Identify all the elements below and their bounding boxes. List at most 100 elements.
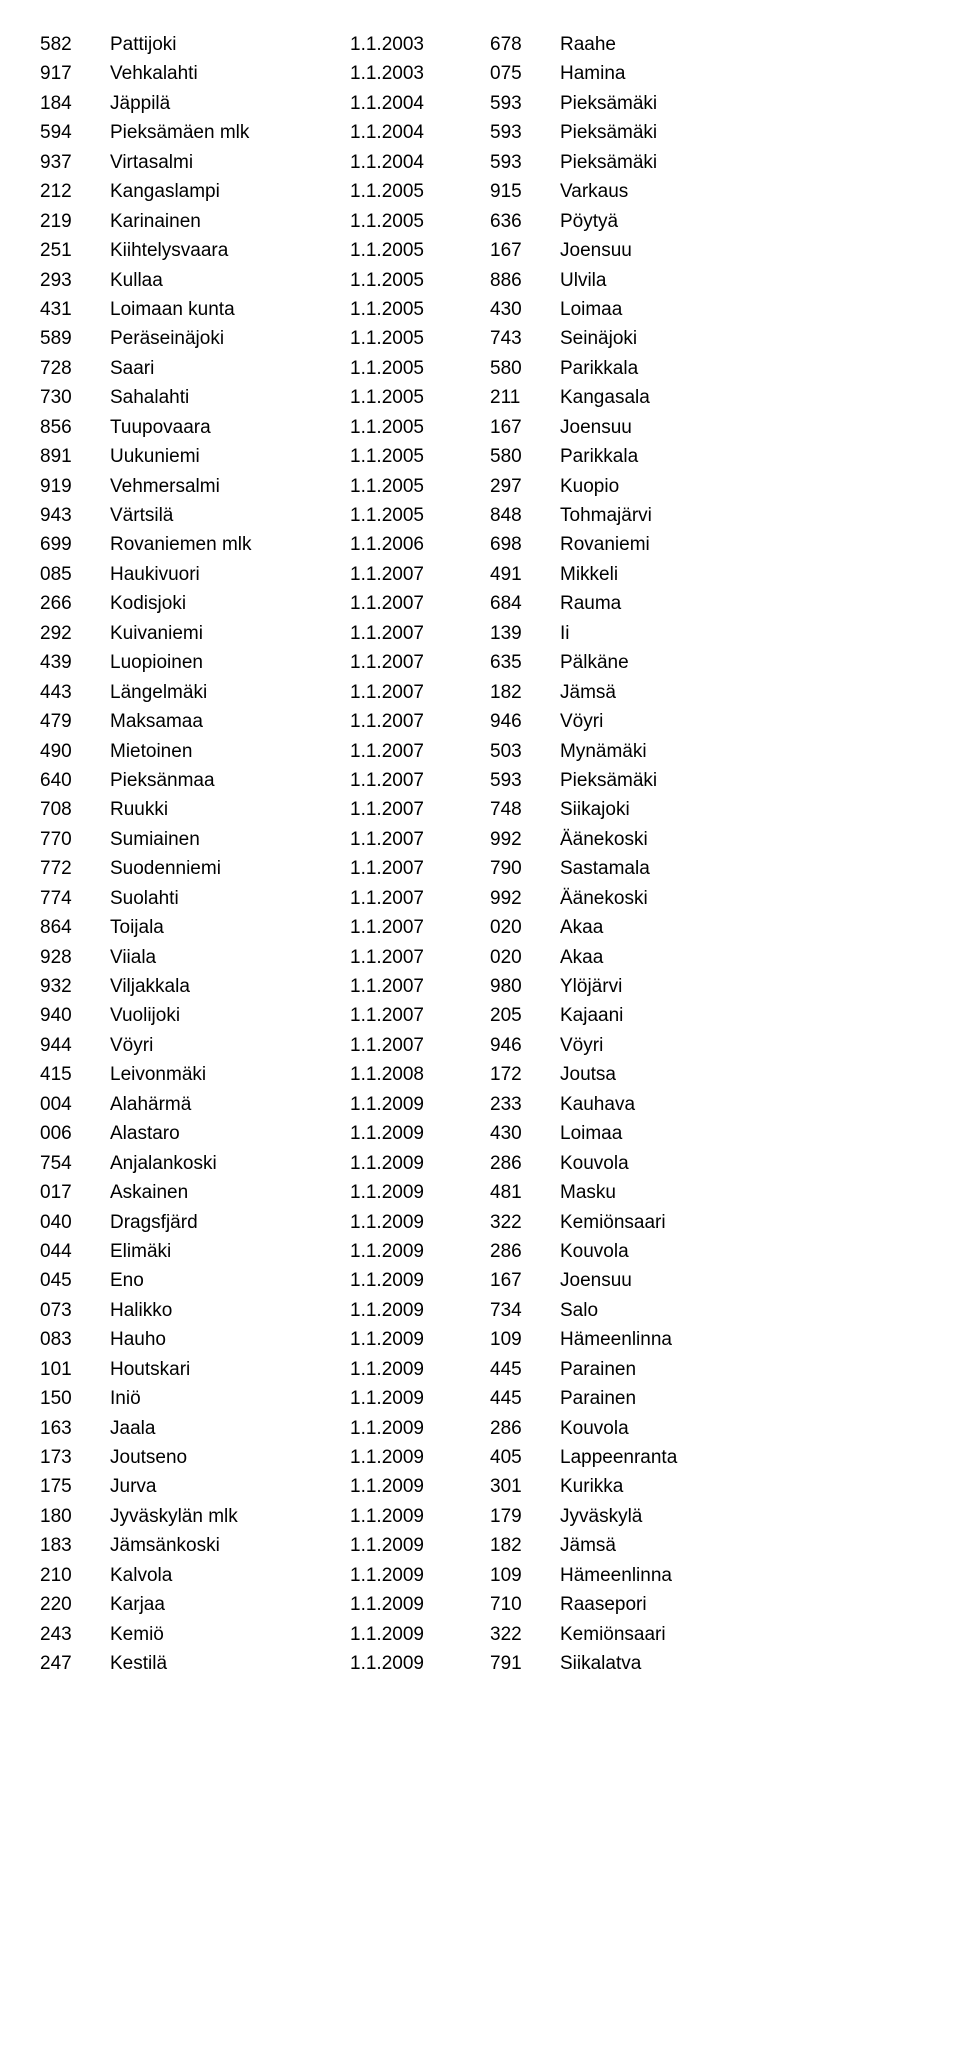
cell-c1: 210 bbox=[40, 1561, 110, 1590]
cell-c4: 790 bbox=[490, 854, 560, 883]
cell-c1: 774 bbox=[40, 884, 110, 913]
cell-c2: Suolahti bbox=[110, 884, 350, 913]
cell-c2: Kodisjoki bbox=[110, 589, 350, 618]
cell-c3: 1.1.2007 bbox=[350, 648, 490, 677]
cell-c5: Joensuu bbox=[560, 413, 920, 442]
cell-c2: Karjaa bbox=[110, 1590, 350, 1619]
cell-c1: 220 bbox=[40, 1590, 110, 1619]
cell-c4: 734 bbox=[490, 1296, 560, 1325]
cell-c5: Joensuu bbox=[560, 236, 920, 265]
table-row: 163Jaala1.1.2009286Kouvola bbox=[40, 1414, 920, 1443]
cell-c4: 297 bbox=[490, 472, 560, 501]
cell-c1: 163 bbox=[40, 1414, 110, 1443]
cell-c5: Siikajoki bbox=[560, 795, 920, 824]
cell-c3: 1.1.2009 bbox=[350, 1384, 490, 1413]
cell-c5: Kangasala bbox=[560, 383, 920, 412]
cell-c2: Karinainen bbox=[110, 207, 350, 236]
cell-c4: 172 bbox=[490, 1060, 560, 1089]
table-row: 083Hauho1.1.2009109Hämeenlinna bbox=[40, 1325, 920, 1354]
cell-c1: 728 bbox=[40, 354, 110, 383]
cell-c3: 1.1.2005 bbox=[350, 236, 490, 265]
cell-c1: 247 bbox=[40, 1649, 110, 1678]
cell-c5: Kajaani bbox=[560, 1001, 920, 1030]
cell-c5: Lappeenranta bbox=[560, 1443, 920, 1472]
cell-c5: Vöyri bbox=[560, 707, 920, 736]
table-row: 210Kalvola1.1.2009109Hämeenlinna bbox=[40, 1561, 920, 1590]
table-row: 243Kemiö1.1.2009322Kemiönsaari bbox=[40, 1620, 920, 1649]
cell-c4: 748 bbox=[490, 795, 560, 824]
table-row: 856Tuupovaara1.1.2005167Joensuu bbox=[40, 413, 920, 442]
cell-c1: 004 bbox=[40, 1090, 110, 1119]
cell-c2: Elimäki bbox=[110, 1237, 350, 1266]
cell-c5: Kuopio bbox=[560, 472, 920, 501]
cell-c2: Jyväskylän mlk bbox=[110, 1502, 350, 1531]
cell-c1: 490 bbox=[40, 737, 110, 766]
cell-c4: 636 bbox=[490, 207, 560, 236]
cell-c3: 1.1.2009 bbox=[350, 1414, 490, 1443]
table-row: 443Längelmäki1.1.2007182Jämsä bbox=[40, 678, 920, 707]
cell-c3: 1.1.2003 bbox=[350, 30, 490, 59]
cell-c1: 040 bbox=[40, 1208, 110, 1237]
cell-c2: Rovaniemen mlk bbox=[110, 530, 350, 559]
table-row: 699Rovaniemen mlk1.1.2006698Rovaniemi bbox=[40, 530, 920, 559]
table-row: 864Toijala1.1.2007020Akaa bbox=[40, 913, 920, 942]
cell-c1: 101 bbox=[40, 1355, 110, 1384]
cell-c2: Kuivaniemi bbox=[110, 619, 350, 648]
cell-c5: Äänekoski bbox=[560, 884, 920, 913]
cell-c1: 017 bbox=[40, 1178, 110, 1207]
table-row: 219Karinainen1.1.2005636Pöytyä bbox=[40, 207, 920, 236]
cell-c3: 1.1.2009 bbox=[350, 1620, 490, 1649]
cell-c5: Pöytyä bbox=[560, 207, 920, 236]
cell-c2: Kangaslampi bbox=[110, 177, 350, 206]
cell-c3: 1.1.2005 bbox=[350, 472, 490, 501]
cell-c3: 1.1.2008 bbox=[350, 1060, 490, 1089]
cell-c5: Jyväskylä bbox=[560, 1502, 920, 1531]
cell-c1: 443 bbox=[40, 678, 110, 707]
cell-c5: Ulvila bbox=[560, 266, 920, 295]
cell-c1: 770 bbox=[40, 825, 110, 854]
cell-c2: Hauho bbox=[110, 1325, 350, 1354]
table-row: 891Uukuniemi1.1.2005580Parikkala bbox=[40, 442, 920, 471]
cell-c2: Pattijoki bbox=[110, 30, 350, 59]
cell-c4: 182 bbox=[490, 678, 560, 707]
cell-c1: 173 bbox=[40, 1443, 110, 1472]
cell-c5: Masku bbox=[560, 1178, 920, 1207]
table-row: 640Pieksänmaa1.1.2007593Pieksämäki bbox=[40, 766, 920, 795]
cell-c4: 286 bbox=[490, 1237, 560, 1266]
cell-c5: Pieksämäki bbox=[560, 148, 920, 177]
cell-c3: 1.1.2005 bbox=[350, 354, 490, 383]
cell-c4: 445 bbox=[490, 1384, 560, 1413]
cell-c2: Pieksänmaa bbox=[110, 766, 350, 795]
cell-c1: 919 bbox=[40, 472, 110, 501]
cell-c4: 233 bbox=[490, 1090, 560, 1119]
cell-c1: 582 bbox=[40, 30, 110, 59]
cell-c1: 293 bbox=[40, 266, 110, 295]
cell-c4: 205 bbox=[490, 1001, 560, 1030]
merger-table: 582Pattijoki1.1.2003678Raahe917Vehkalaht… bbox=[40, 30, 920, 1679]
cell-c2: Jämsänkoski bbox=[110, 1531, 350, 1560]
cell-c1: 640 bbox=[40, 766, 110, 795]
cell-c3: 1.1.2003 bbox=[350, 59, 490, 88]
cell-c4: 301 bbox=[490, 1472, 560, 1501]
cell-c4: 109 bbox=[490, 1325, 560, 1354]
cell-c4: 698 bbox=[490, 530, 560, 559]
cell-c2: Loimaan kunta bbox=[110, 295, 350, 324]
cell-c4: 946 bbox=[490, 1031, 560, 1060]
table-row: 728Saari1.1.2005580Parikkala bbox=[40, 354, 920, 383]
cell-c1: 212 bbox=[40, 177, 110, 206]
cell-c2: Viiala bbox=[110, 943, 350, 972]
cell-c3: 1.1.2007 bbox=[350, 560, 490, 589]
cell-c2: Askainen bbox=[110, 1178, 350, 1207]
cell-c3: 1.1.2005 bbox=[350, 383, 490, 412]
cell-c4: 286 bbox=[490, 1149, 560, 1178]
table-row: 754Anjalankoski1.1.2009286Kouvola bbox=[40, 1149, 920, 1178]
cell-c3: 1.1.2009 bbox=[350, 1090, 490, 1119]
cell-c5: Hämeenlinna bbox=[560, 1325, 920, 1354]
cell-c5: Rauma bbox=[560, 589, 920, 618]
table-row: 173Joutseno1.1.2009405Lappeenranta bbox=[40, 1443, 920, 1472]
cell-c3: 1.1.2009 bbox=[350, 1590, 490, 1619]
table-row: 589Peräseinäjoki1.1.2005743Seinäjoki bbox=[40, 324, 920, 353]
cell-c1: 944 bbox=[40, 1031, 110, 1060]
table-row: 944Vöyri1.1.2007946Vöyri bbox=[40, 1031, 920, 1060]
cell-c4: 491 bbox=[490, 560, 560, 589]
